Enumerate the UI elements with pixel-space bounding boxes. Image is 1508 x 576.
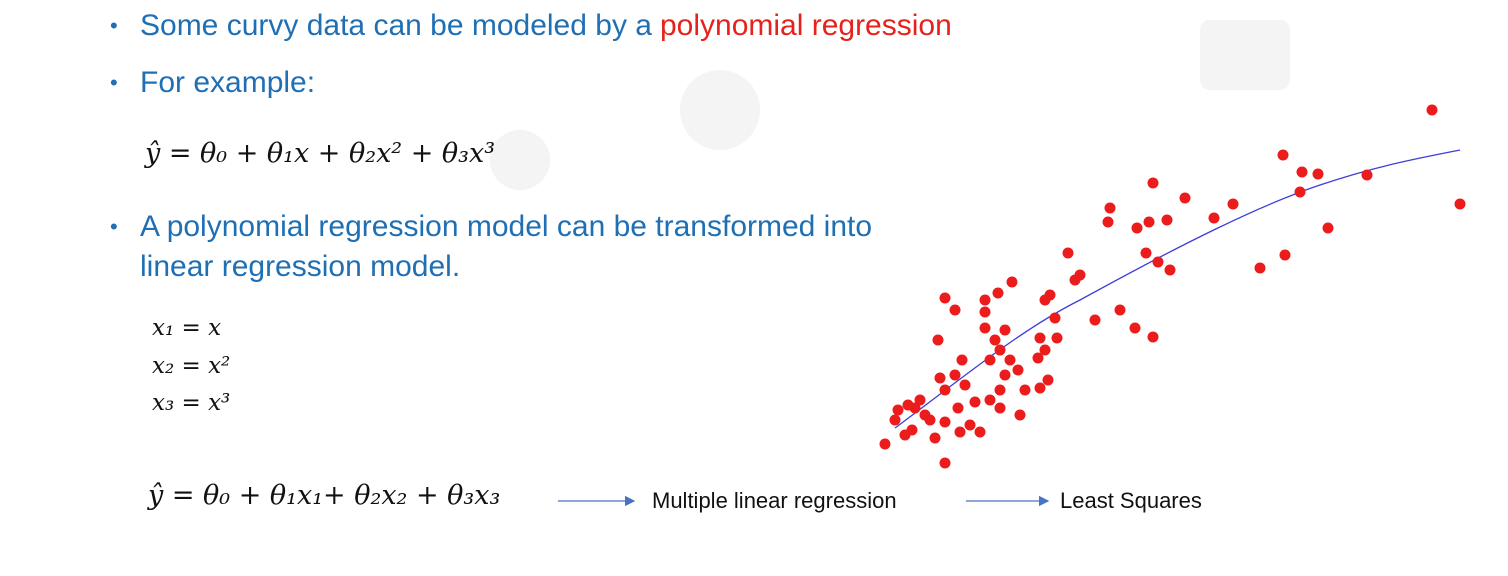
point [1014, 409, 1026, 421]
point [1104, 202, 1116, 214]
point [1254, 262, 1266, 274]
point [992, 287, 1004, 299]
point [889, 414, 901, 426]
point [1152, 256, 1164, 268]
point [954, 426, 966, 438]
point [1312, 168, 1324, 180]
point [939, 457, 951, 469]
point [1042, 374, 1054, 386]
point [984, 394, 996, 406]
point [934, 372, 946, 384]
point [1131, 222, 1143, 234]
point [924, 414, 936, 426]
bullet: • A polynomial regression model can be tr… [110, 207, 872, 287]
substitution: x₃ = x³ [152, 390, 231, 416]
point [1454, 198, 1466, 210]
point [1161, 214, 1173, 226]
point [899, 429, 911, 441]
point [1361, 169, 1373, 181]
formula: ŷ = θ₀ + θ₁x + θ₂x² + θ₃x³ [145, 138, 496, 169]
point [1277, 149, 1289, 161]
point [999, 369, 1011, 381]
bullet: • For example: [110, 63, 315, 103]
point [1164, 264, 1176, 276]
point [1049, 312, 1061, 324]
point [949, 369, 961, 381]
point [994, 402, 1006, 414]
point [1006, 276, 1018, 288]
point [1143, 216, 1155, 228]
bullet-text: A polynomial regression model can be tra… [140, 210, 873, 243]
point [974, 426, 986, 438]
point [959, 379, 971, 391]
point [1426, 104, 1438, 116]
point [1129, 322, 1141, 334]
point [1279, 249, 1291, 261]
point [949, 304, 961, 316]
bullet-text: linear regression model. [140, 250, 461, 283]
point [964, 419, 976, 431]
point [939, 416, 951, 428]
point [1062, 247, 1074, 259]
point [1140, 247, 1152, 259]
point [989, 334, 1001, 346]
point [1294, 186, 1306, 198]
point [879, 438, 891, 450]
watermark [490, 20, 1290, 190]
point [979, 294, 991, 306]
bullet-text: For example: [140, 66, 316, 99]
point [1147, 331, 1159, 343]
point [1208, 212, 1220, 224]
point [1147, 177, 1159, 189]
point [1034, 332, 1046, 344]
point [979, 322, 991, 334]
point [1039, 344, 1051, 356]
flow-label: Multiple linear regression [652, 488, 897, 513]
point [979, 306, 991, 318]
highlight: polynomial regression [659, 9, 952, 42]
point [1039, 294, 1051, 306]
point [994, 344, 1006, 356]
substitution: x₂ = x² [152, 353, 231, 379]
point [1034, 382, 1046, 394]
point [1322, 222, 1334, 234]
point [984, 354, 996, 366]
point [956, 354, 968, 366]
point [1102, 216, 1114, 228]
point [1114, 304, 1126, 316]
formula: ŷ = θ₀ + θ₁x₁+ θ₂x₂ + θ₃x₃ [148, 480, 501, 511]
point [939, 384, 951, 396]
fit-curve [894, 149, 1461, 429]
point [1089, 314, 1101, 326]
point [969, 396, 981, 408]
point [932, 334, 944, 346]
point [929, 432, 941, 444]
point [902, 399, 914, 411]
point [1069, 274, 1081, 286]
point [1051, 332, 1063, 344]
substitution: x₁ = x [152, 315, 222, 341]
point [1019, 384, 1031, 396]
point [1004, 354, 1016, 366]
point [939, 292, 951, 304]
point [999, 324, 1011, 336]
point [952, 402, 964, 414]
point [1227, 198, 1239, 210]
bullet: • Some curvy data can be modeled by a poly… [110, 9, 952, 42]
point [1012, 364, 1024, 376]
flow-label: Least Squares [1060, 488, 1202, 513]
point [1296, 166, 1308, 178]
point [892, 404, 904, 416]
scatter-points [879, 104, 1466, 469]
point [914, 394, 926, 406]
point [994, 384, 1006, 396]
point [1032, 352, 1044, 364]
point [1179, 192, 1191, 204]
bullet-text: Some curvy data can be modeled by a [140, 9, 652, 42]
